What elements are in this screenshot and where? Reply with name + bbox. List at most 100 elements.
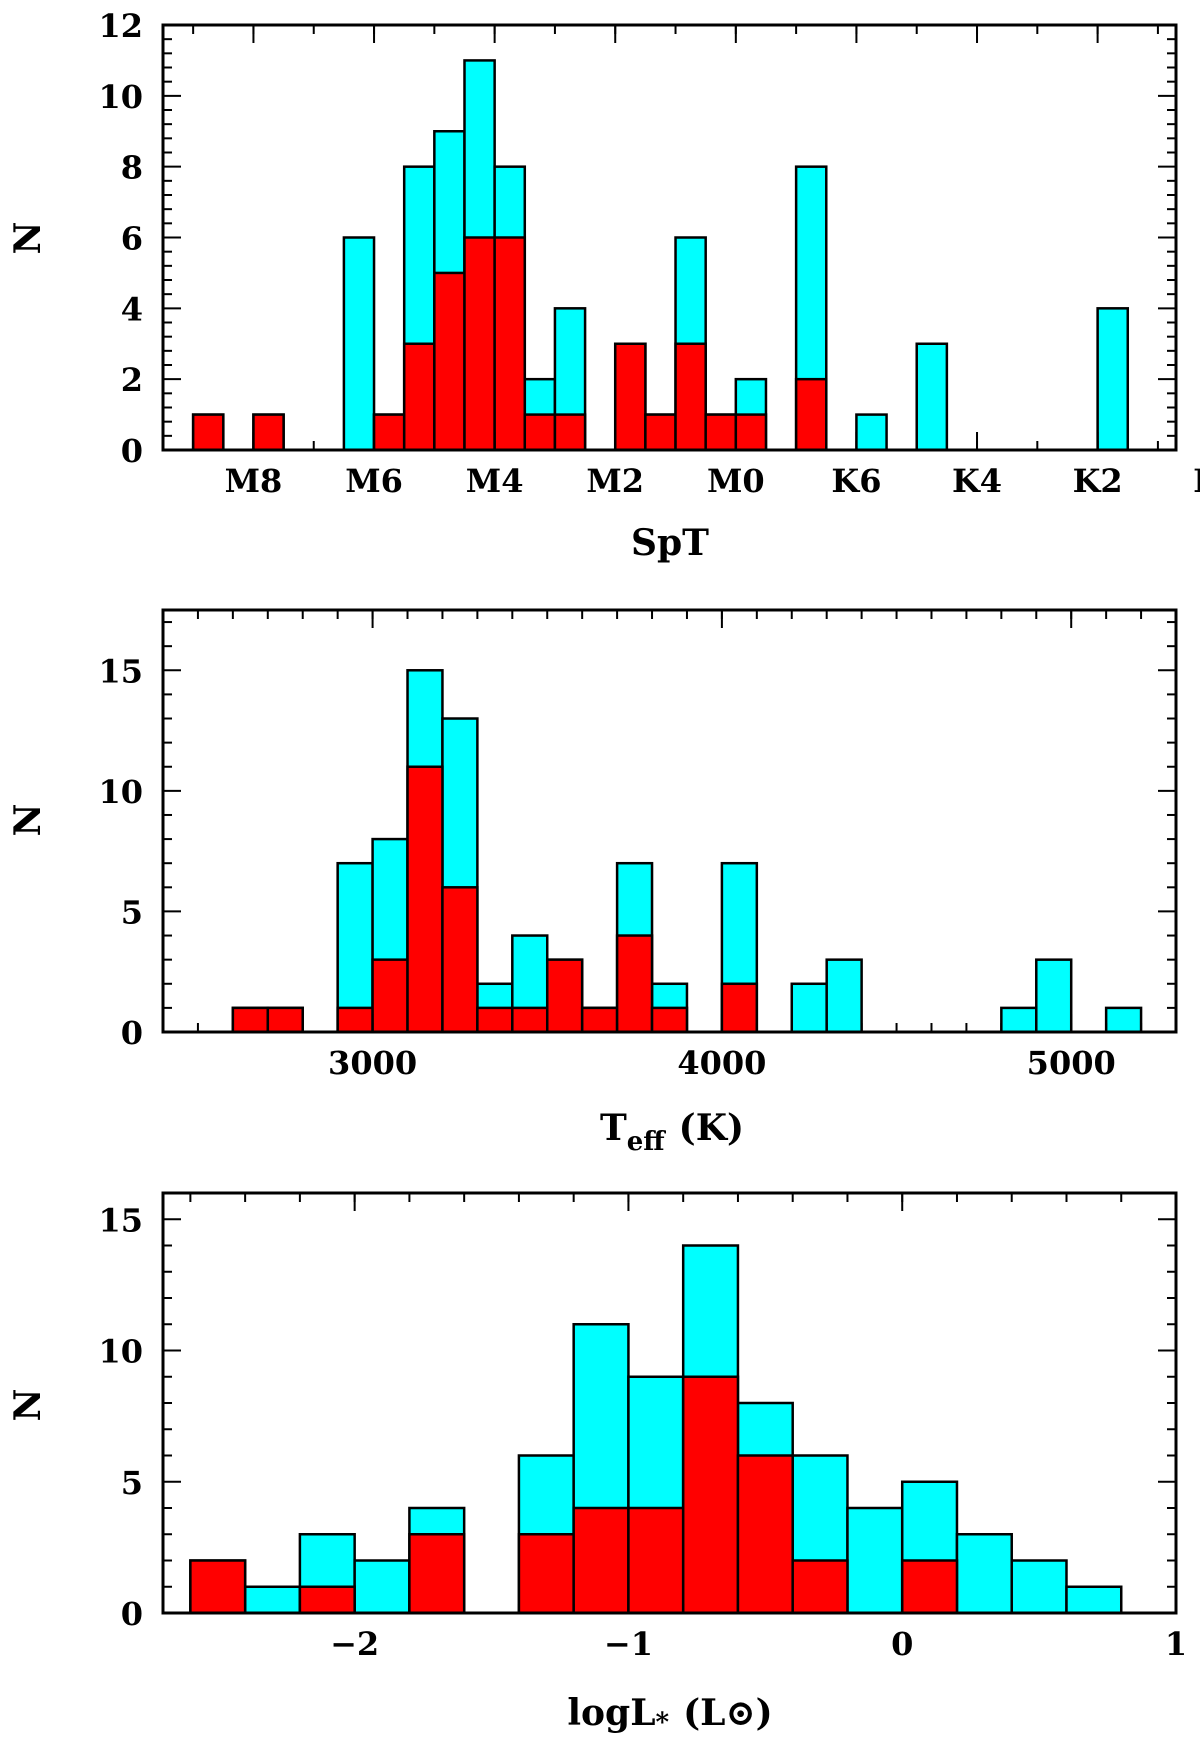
logl-all-bar-15	[1010, 1559, 1068, 1615]
logl-x-tick-label-1: −1	[604, 1625, 653, 1663]
spt-subset-bar-17	[704, 413, 738, 452]
teff-subset-bar-12	[650, 1006, 689, 1034]
spt-y-tick-label-4: 8	[121, 149, 143, 187]
spt-all-bar-5	[342, 236, 376, 452]
logl-y-axis-label: N	[7, 1389, 49, 1422]
teff-subset-bar-7	[476, 1006, 514, 1034]
spt-y-tick-label-3: 6	[121, 220, 143, 258]
spt-subset-bar-10	[493, 236, 527, 452]
teff-subset-bar-11	[615, 934, 654, 1034]
spt-x-tick-label-3: M2	[586, 462, 644, 500]
logl-subset-bar-10	[736, 1454, 794, 1615]
logl-y-tick-label-2: 10	[98, 1333, 143, 1371]
logl-all-bar-3	[353, 1559, 411, 1615]
teff-y-axis-label: N	[7, 804, 49, 837]
teff-y-tick-label-2: 10	[98, 773, 143, 811]
spt-x-axis-label: SpT	[631, 522, 709, 564]
logl-x-tick-label-0: −2	[330, 1625, 379, 1663]
spt-subset-bar-14	[613, 342, 647, 452]
spt-x-tick-label-6: K4	[952, 462, 1002, 500]
teff-y-tick-label-0: 0	[121, 1014, 143, 1052]
spt-x-tick-label-4: M0	[707, 462, 765, 500]
teff-all-bar-27	[1104, 1006, 1143, 1034]
spt-y-tick-label-5: 10	[98, 78, 143, 116]
logl-subset-bar-2	[298, 1585, 356, 1615]
teff-subset-bar-10	[580, 1006, 619, 1034]
spt-subset-bar-20	[794, 377, 828, 452]
logl-subset-bar-11	[791, 1559, 849, 1615]
spt-subset-bar-8	[433, 271, 466, 452]
spt-subset-bar-12	[553, 413, 587, 452]
spt-y-axis-label: N	[7, 222, 49, 255]
spt-subset-bar-2	[252, 413, 285, 452]
teff-axis-frame	[161, 608, 1178, 1034]
teff-subset-bar-4	[371, 958, 409, 1034]
teff-subset-bar-8	[511, 1006, 549, 1034]
teff-subset-bar-6	[441, 886, 479, 1034]
logl-x-tick-label-3: 1	[1165, 1625, 1187, 1663]
spt-y-tick-label-0: 0	[121, 432, 143, 470]
logl-subset-bar-4	[408, 1533, 466, 1615]
logl-subset-bar-7	[572, 1506, 630, 1615]
spt-all-bar-30	[1096, 307, 1130, 452]
spt-all-bar-22	[855, 413, 888, 452]
spt-x-tick-label-7: K2	[1073, 462, 1123, 500]
teff-subset-bar-9	[545, 958, 584, 1034]
logl-y-tick-label-0: 0	[121, 1595, 143, 1633]
teff-y-tick-label-3: 15	[98, 652, 143, 690]
spt-subset-bar-7	[402, 342, 436, 452]
logl-x-label-star: *	[656, 1708, 670, 1738]
teff-x-tick-label-2: 5000	[1027, 1044, 1116, 1082]
teff-x-label-unit: (K)	[679, 1107, 744, 1149]
logl-x-axis-label: logL* (L⊙)	[567, 1692, 772, 1738]
logl-subset-bar-0	[189, 1559, 247, 1615]
logl-x-label-main: logL	[567, 1692, 655, 1734]
teff-subset-bar-14	[720, 982, 759, 1034]
panel-spt: M8 M6 M4 M2 M0 K6 K4 K2 K0 0 2 4 6 8 10 12 SpT N	[7, 7, 1200, 564]
spt-y-tick-label-2: 4	[121, 290, 143, 328]
teff-x-tick-label-0: 3000	[328, 1044, 417, 1082]
spt-x-tick-label-2: M4	[466, 462, 524, 500]
spt-subset-bar-9	[463, 236, 496, 452]
logl-x-label-unit: (L⊙)	[683, 1692, 773, 1734]
teff-y-tick-label-1: 5	[121, 893, 143, 931]
teff-all-bar-24	[1000, 1006, 1038, 1034]
spt-y-tick-label-1: 2	[121, 361, 143, 399]
teff-subset-bar-5	[406, 765, 444, 1034]
logl-all-bar-1	[243, 1585, 302, 1615]
logl-subset-bar-8	[627, 1506, 685, 1615]
logl-subset-bar-9	[681, 1375, 740, 1615]
spt-axis-frame	[161, 23, 1178, 452]
spt-subset-bar-16	[674, 342, 707, 452]
teff-subset-bar-1	[266, 1006, 304, 1034]
panel-teff: 3000 4000 5000 0 5 10 15 Teff (K) N	[7, 608, 1178, 1157]
spt-x-tick-label-0: M8	[225, 462, 283, 500]
teff-subset-bar-3	[336, 1006, 374, 1034]
teff-x-label-main: T	[600, 1107, 627, 1149]
logl-bars	[163, 1244, 1176, 1615]
spt-subset-bar-0	[191, 413, 225, 452]
spt-subset-bar-18	[734, 413, 768, 452]
logl-subset-bar-6	[517, 1533, 575, 1615]
spt-x-tick-label-5: K6	[831, 462, 881, 500]
spt-subset-bar-6	[372, 413, 406, 452]
logl-all-bar-12	[846, 1506, 904, 1615]
spt-subset-bar-15	[644, 413, 677, 452]
logl-y-tick-label-1: 5	[121, 1464, 143, 1502]
teff-subset-bar-0	[231, 1006, 270, 1034]
spt-bars	[163, 59, 1176, 452]
logl-subset-bar-13	[900, 1559, 959, 1615]
spt-subset-bar-11	[523, 413, 557, 452]
teff-all-bar-19	[825, 958, 863, 1034]
logl-all-bar-16	[1065, 1585, 1123, 1615]
spt-ticks: M8 M6 M4 M2 M0 K6 K4 K2 K0 0 2 4 6 8 10 12	[98, 7, 1200, 500]
logl-all-bar-14	[955, 1533, 1013, 1615]
teff-all-bar-18	[790, 982, 828, 1034]
teff-all-bar-5	[336, 861, 374, 1034]
spt-y-tick-label-6: 12	[98, 7, 143, 45]
spt-all-bar-24	[915, 342, 949, 452]
spt-x-tick-label-1: M6	[345, 462, 403, 500]
